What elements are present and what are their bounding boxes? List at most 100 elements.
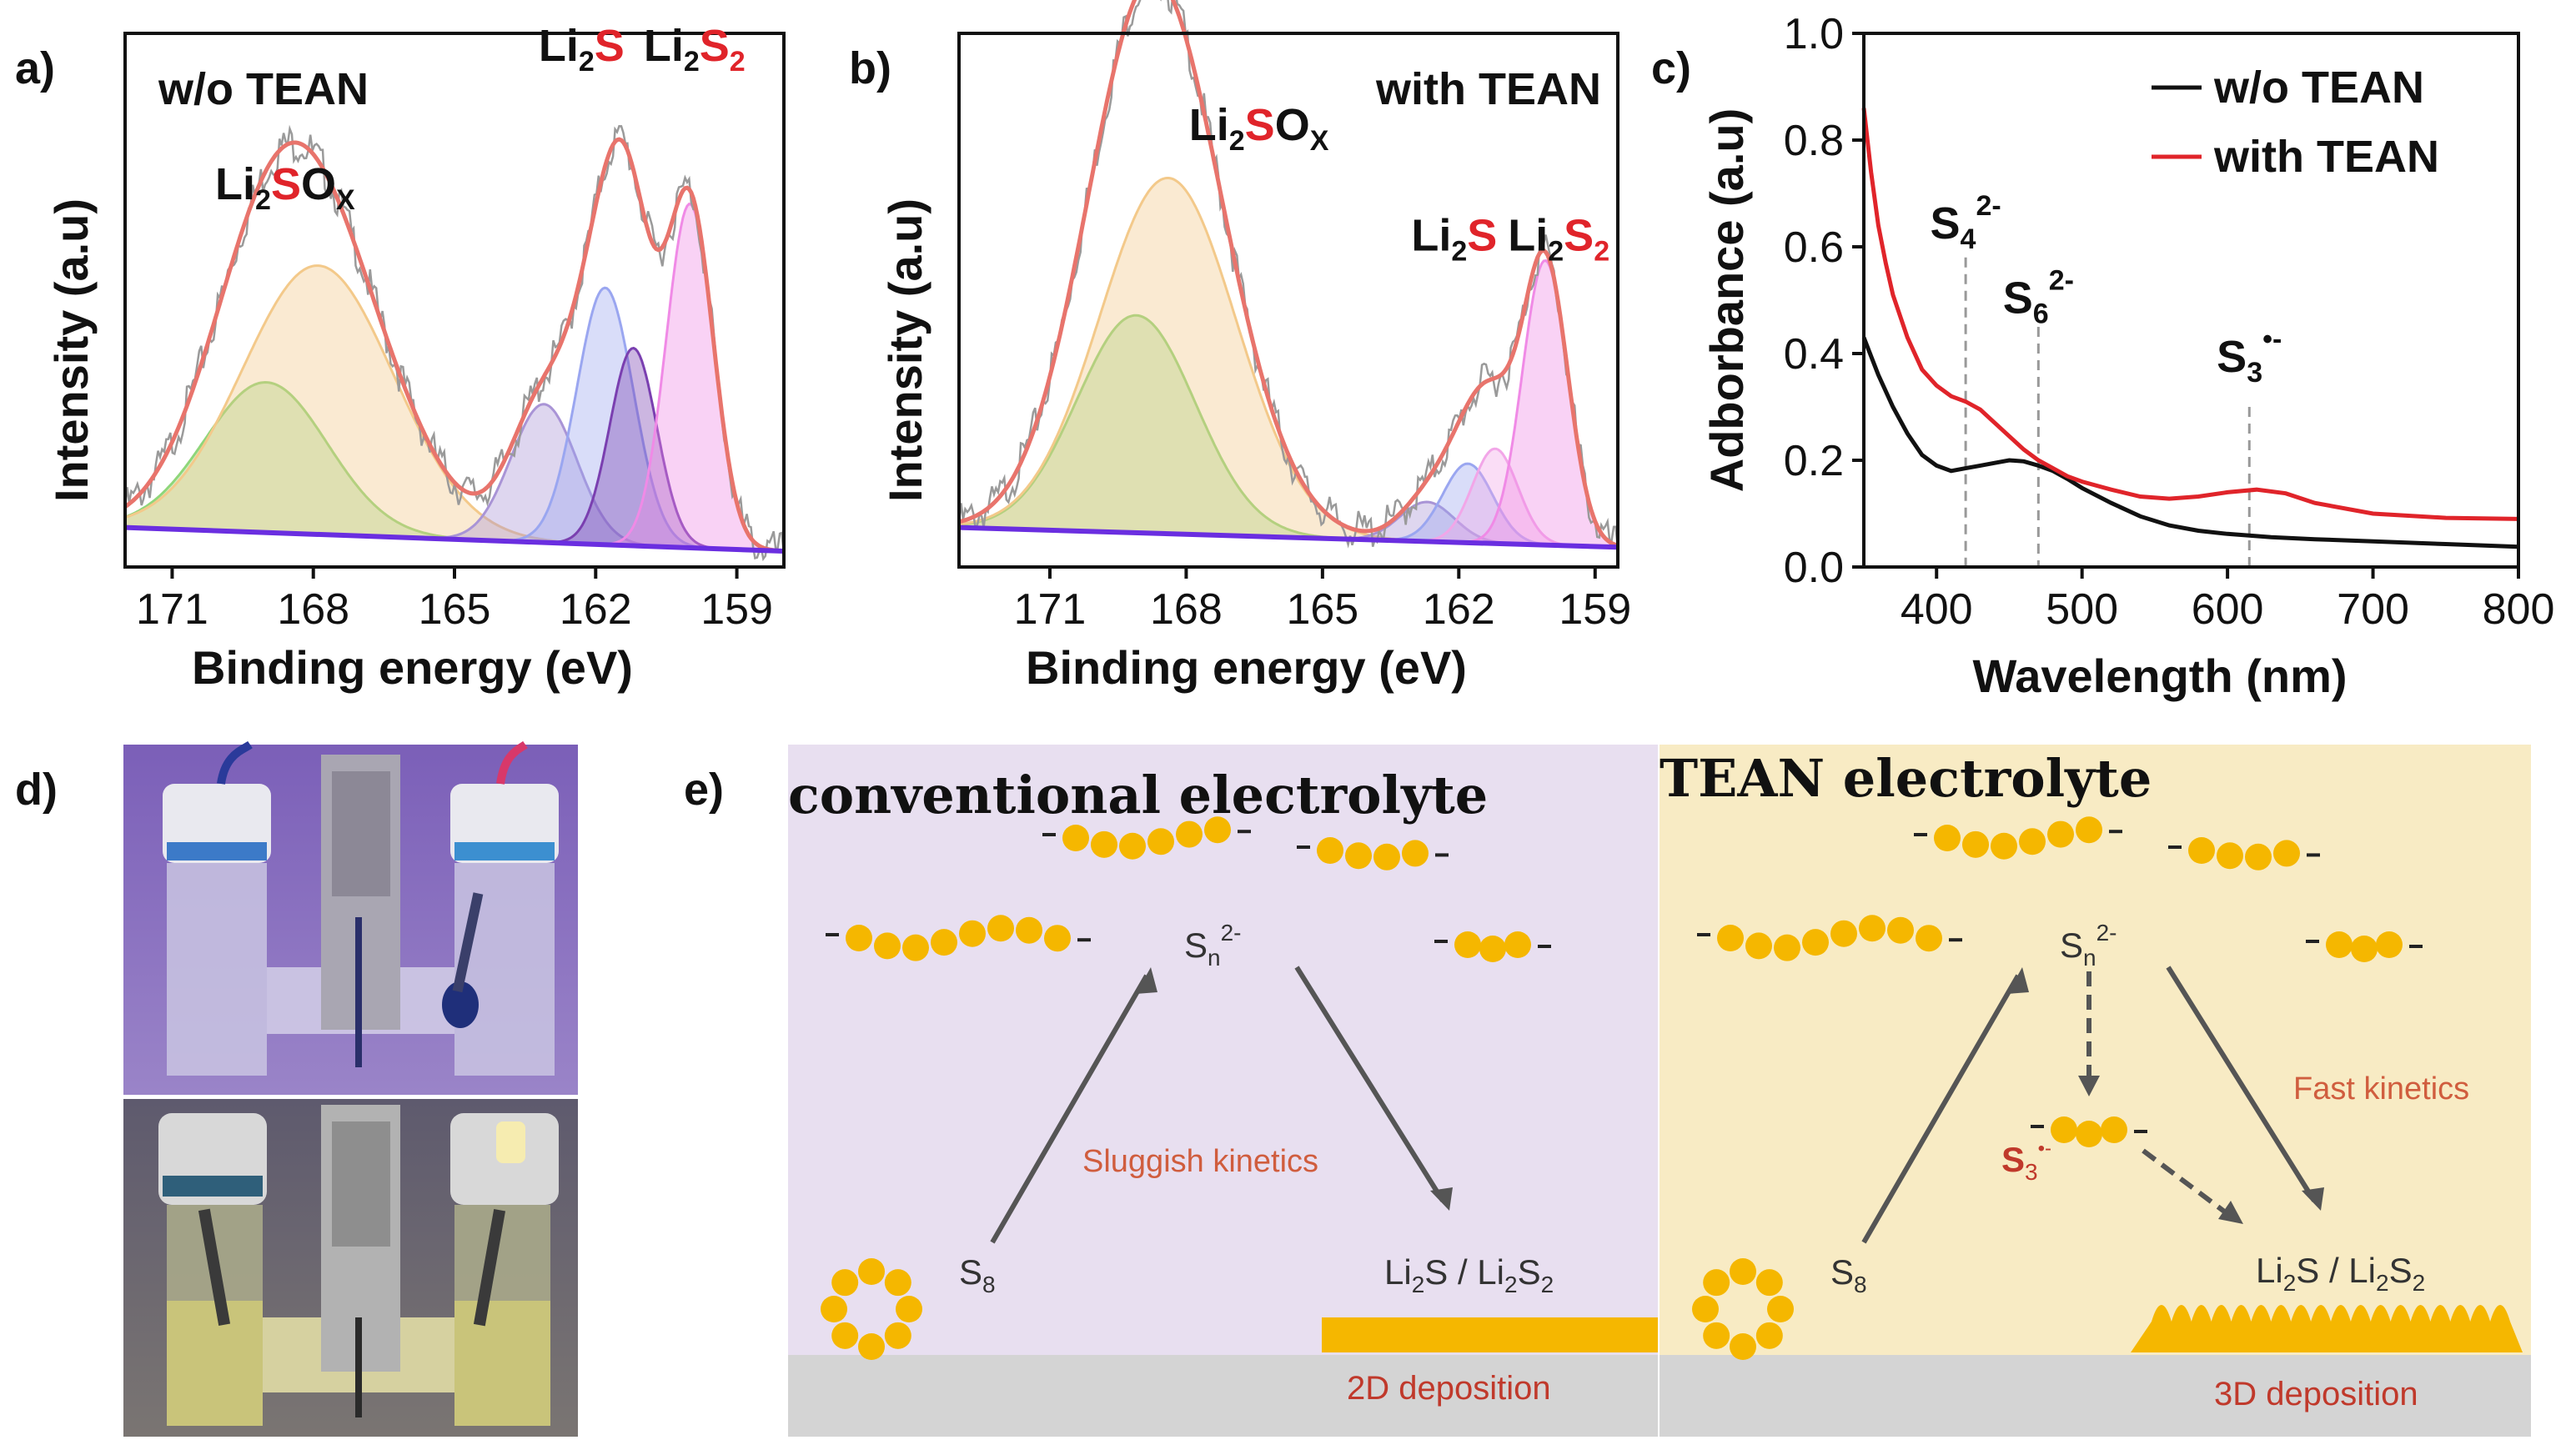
panel-c-xtick-label-2: 600 <box>2192 585 2264 634</box>
conventional-chain-short <box>1434 931 1551 962</box>
conventional-s8-ring <box>821 1258 922 1360</box>
tean-electrolyte-box: TEAN electrolyte Sn2- S8 S3•- Li2S / Li2… <box>1660 745 2531 1437</box>
tean-arrowhead-down <box>2302 1187 2324 1211</box>
legend-label-without-tean: w/o TEAN <box>2213 63 2424 113</box>
panel-b-baseline <box>958 524 1619 550</box>
panel-a-xtick-label-0: 171 <box>136 585 208 634</box>
panel-e-label: e) <box>684 765 724 815</box>
conventional-arrowhead-down <box>1430 1187 1453 1211</box>
panel-c-uv-vis: c) Wavelength (nm) Adborbance (a.u) S42-… <box>1651 10 2554 702</box>
panel-a-xtick-label-1: 168 <box>277 585 349 634</box>
conventional-arrow-down <box>1294 966 1445 1202</box>
panel-b-ylabel: Intensity (a.u) <box>879 198 931 502</box>
panel-b-xtick-label-2: 165 <box>1286 585 1358 634</box>
tean-chain-right <box>2168 837 2320 871</box>
panel-b-peak-label-1: Li2S <box>1411 211 1497 268</box>
panel-e-schematic: e) conventional electrolyte Sn2- S8 Li2S… <box>684 745 2531 1437</box>
conventional-title: conventional electrolyte <box>788 765 1488 825</box>
panel-a-xlabel: Binding energy (eV) <box>192 641 633 694</box>
conventional-arrow-up <box>990 974 1149 1244</box>
panel-b-xtick-label-4: 159 <box>1559 585 1631 634</box>
panel-c-series-1 <box>1861 108 2519 521</box>
panel-c-series-0 <box>1861 336 2519 549</box>
panel-a-x-ticks: 171 168 165 162 159 <box>136 567 773 634</box>
panel-a-baseline <box>124 524 785 554</box>
conventional-kinetics-label: Sluggish kinetics <box>1082 1144 1318 1179</box>
conventional-sn-label: Sn2- <box>1184 920 1242 971</box>
conventional-product-label: Li2S / Li2S2 <box>1384 1252 1554 1297</box>
conventional-polysulfide-chains <box>821 816 1551 1360</box>
panel-a-xps-without-tean: a) Binding energy (eV) Intensity (a.u) 1… <box>15 21 786 694</box>
panel-a-envelope <box>123 137 785 554</box>
panel-c-label: c) <box>1651 43 1691 93</box>
conventional-deposition-label: 2D deposition <box>1347 1370 1551 1407</box>
tean-dashed-arrowhead-product <box>2218 1201 2243 1224</box>
panel-c-xtick-label-3: 700 <box>2337 585 2409 634</box>
tean-arrow-down <box>2166 966 2317 1202</box>
panel-b-xlabel: Binding energy (eV) <box>1026 641 1467 694</box>
panel-c-ytick-label-4: 0.8 <box>1784 117 1844 165</box>
tean-s8-label: S8 <box>1830 1252 1867 1297</box>
photo-with-tean <box>123 1099 578 1437</box>
panel-c-ytick-label-0: 0.0 <box>1784 544 1844 592</box>
conventional-chain-left <box>826 915 1091 961</box>
panel-c-xtick-label-0: 400 <box>1901 585 1973 634</box>
panel-b-peak-label-2: Li2S2 <box>1508 211 1609 268</box>
panel-c-ytick-label-1: 0.2 <box>1784 437 1844 485</box>
panel-b-label: b) <box>849 43 891 93</box>
panel-c-marker-label-1: S62- <box>2003 265 2074 330</box>
panel-c-species-markers: S42-S62- S3•- <box>1931 190 2282 567</box>
conventional-electrolyte-box: conventional electrolyte Sn2- S8 Li2S / … <box>788 745 1658 1437</box>
conventional-chain-right <box>1297 837 1449 871</box>
tean-s3-label: S3•- <box>2001 1137 2051 1185</box>
panel-b-xps-with-tean: b) Binding energy (eV) Intensity (a.u) 1… <box>849 0 1631 694</box>
panel-c-ytick-label-3: 0.6 <box>1784 223 1844 272</box>
tean-substrate <box>1660 1355 2531 1437</box>
panel-b-peak-label-0: Li2SOX <box>1189 100 1329 157</box>
panel-c-ylabel: Adborbance (a.u) <box>1700 108 1753 492</box>
panel-c-xlabel: Wavelength (nm) <box>1972 650 2347 702</box>
panel-a-xtick-label-3: 162 <box>560 585 632 634</box>
conventional-s8-label: S8 <box>959 1252 996 1297</box>
conventional-2d-layer <box>1322 1317 1658 1352</box>
panel-c-marker-label-0: S42- <box>1931 190 2001 255</box>
tean-chain-left <box>1697 915 1962 961</box>
panel-b-envelope <box>958 0 1619 548</box>
tean-s3-chain <box>2031 1116 2147 1147</box>
panel-b-xtick-label-1: 168 <box>1150 585 1223 634</box>
panel-c-plot-area <box>1861 108 2519 549</box>
panel-d-label: d) <box>15 765 58 815</box>
panel-c-ytick-label-2: 0.4 <box>1784 330 1844 379</box>
tean-sn-label: Sn2- <box>2060 920 2117 971</box>
panel-c-xtick-label-4: 800 <box>2483 585 2555 634</box>
legend-label-with-tean: with TEAN <box>2213 132 2439 182</box>
tean-polysulfide-chains <box>1692 816 2423 1360</box>
tean-kinetics-label: Fast kinetics <box>2293 1071 2469 1106</box>
photo-without-tean <box>123 740 578 1095</box>
tean-3d-deposit <box>2131 1305 2523 1352</box>
panel-b-peak-labels: Li2SOX Li2S Li2S2 <box>1189 100 1609 268</box>
conventional-chain-top <box>1042 816 1251 860</box>
tean-arrowhead-up <box>2007 967 2029 994</box>
tean-product-label: Li2S / Li2S2 <box>2256 1251 2425 1296</box>
panel-a-plot-area <box>123 124 786 562</box>
panel-a-peak-label-1: Li2S <box>539 21 625 78</box>
panel-c-ytick-label-5: 1.0 <box>1784 10 1844 58</box>
panel-a-peak-label-0: Li2SOX <box>215 159 355 216</box>
conventional-arrowhead-up <box>1136 967 1157 994</box>
panel-c-legend: w/o TEAN with TEAN <box>2152 63 2439 182</box>
panel-c-marker-label-2: S3•- <box>2217 324 2282 389</box>
panel-b-xtick-label-0: 171 <box>1014 585 1087 634</box>
panel-b-frame <box>957 32 1619 569</box>
panel-a-condition-label: w/o TEAN <box>158 64 369 114</box>
panel-b-plot-area <box>957 0 1619 550</box>
panel-b-xtick-label-3: 162 <box>1423 585 1495 634</box>
panel-c-xtick-label-1: 500 <box>2046 585 2118 634</box>
panel-c-ticks: 400 500 600 700 800 0.0 0.2 0.4 0.6 0.8 1.0 <box>1784 10 2555 634</box>
tean-dashed-arrowhead-s3 <box>2078 1076 2100 1096</box>
panel-b-condition-label: with TEAN <box>1375 64 1601 114</box>
panel-a-peak-label-2: Li2S2 <box>644 21 746 78</box>
panel-a-xtick-label-2: 165 <box>419 585 491 634</box>
tean-deposition-label: 3D deposition <box>2214 1376 2418 1412</box>
